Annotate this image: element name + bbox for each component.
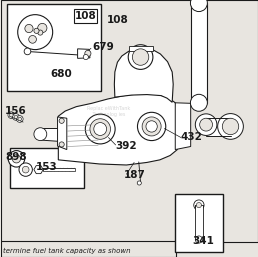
- Circle shape: [18, 117, 22, 121]
- Circle shape: [29, 35, 36, 43]
- Circle shape: [190, 94, 207, 111]
- Text: 108: 108: [107, 15, 129, 25]
- Circle shape: [90, 119, 110, 139]
- Circle shape: [24, 48, 31, 55]
- Bar: [43, 168, 75, 171]
- Circle shape: [8, 151, 25, 167]
- Circle shape: [38, 23, 47, 33]
- Circle shape: [10, 113, 13, 117]
- Circle shape: [8, 112, 15, 118]
- Circle shape: [59, 142, 64, 147]
- Bar: [1, 241, 176, 257]
- Circle shape: [25, 24, 33, 33]
- Text: 341: 341: [193, 236, 215, 246]
- Bar: [206, 118, 230, 136]
- Circle shape: [142, 117, 161, 136]
- Circle shape: [222, 118, 239, 135]
- Circle shape: [83, 54, 88, 60]
- Text: 679: 679: [93, 42, 114, 52]
- Polygon shape: [175, 103, 191, 150]
- Circle shape: [146, 121, 157, 132]
- Text: 108: 108: [75, 11, 96, 21]
- Bar: [10, 148, 84, 188]
- Circle shape: [85, 50, 91, 57]
- Circle shape: [85, 114, 115, 144]
- Bar: [195, 205, 203, 240]
- Circle shape: [94, 123, 107, 135]
- Circle shape: [200, 118, 213, 131]
- Polygon shape: [40, 128, 59, 141]
- Polygon shape: [78, 49, 90, 58]
- Circle shape: [34, 128, 47, 141]
- Circle shape: [12, 155, 21, 163]
- Text: 187: 187: [123, 170, 145, 180]
- Polygon shape: [114, 48, 173, 102]
- Circle shape: [38, 30, 43, 35]
- Circle shape: [195, 114, 217, 135]
- Bar: [43, 168, 75, 171]
- Circle shape: [132, 49, 149, 65]
- Circle shape: [59, 118, 64, 123]
- Bar: [7, 4, 101, 91]
- Circle shape: [195, 236, 203, 243]
- Text: 898: 898: [5, 152, 27, 162]
- Circle shape: [128, 45, 153, 69]
- Circle shape: [14, 115, 18, 119]
- Polygon shape: [58, 117, 67, 150]
- Circle shape: [22, 166, 29, 173]
- Circle shape: [19, 163, 32, 176]
- Text: Replac eWithTank
 Technolog ies: Replac eWithTank Technolog ies: [87, 106, 130, 117]
- Circle shape: [138, 112, 166, 141]
- Text: 392: 392: [115, 141, 136, 151]
- Bar: [191, 3, 207, 103]
- Circle shape: [17, 116, 23, 122]
- Circle shape: [194, 200, 204, 210]
- Circle shape: [34, 28, 39, 33]
- Polygon shape: [34, 166, 43, 174]
- Circle shape: [196, 203, 201, 208]
- Text: 153: 153: [36, 162, 58, 171]
- Circle shape: [190, 0, 207, 12]
- Text: 432: 432: [180, 132, 202, 142]
- Circle shape: [218, 114, 243, 139]
- Bar: [129, 46, 153, 51]
- Text: 156: 156: [5, 106, 27, 116]
- Text: termine fuel tank capacity as shown: termine fuel tank capacity as shown: [3, 248, 130, 254]
- Circle shape: [18, 15, 53, 50]
- Text: 680: 680: [51, 69, 72, 79]
- Circle shape: [13, 114, 19, 120]
- Bar: [74, 9, 97, 23]
- Bar: [175, 194, 223, 252]
- Polygon shape: [58, 94, 178, 165]
- Circle shape: [137, 181, 141, 185]
